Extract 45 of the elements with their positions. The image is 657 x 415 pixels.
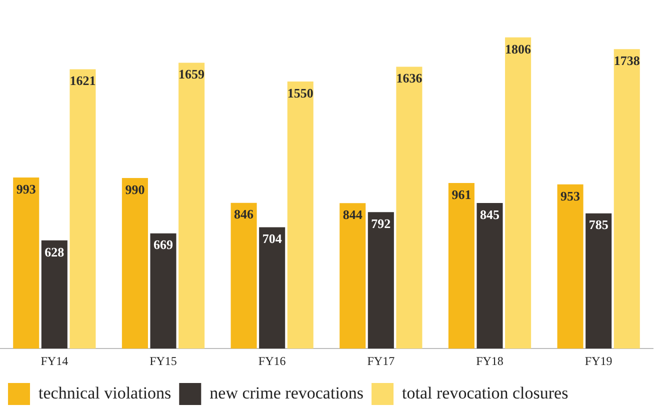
- bar: [557, 184, 584, 349]
- bar: [368, 212, 394, 349]
- x-tick-label: FY16: [258, 354, 286, 368]
- data-label: 1550: [287, 85, 314, 100]
- bar: [287, 82, 314, 349]
- data-label: 961: [452, 186, 472, 202]
- data-label: 1659: [178, 66, 206, 82]
- bar: [396, 66, 422, 349]
- data-label: 628: [44, 244, 65, 260]
- legend-label: technical violations: [38, 383, 172, 402]
- legend-label: total revocation closures: [402, 383, 568, 402]
- legend-label: new crime revocations: [210, 383, 364, 402]
- bar: [448, 183, 474, 349]
- bar: [586, 213, 612, 349]
- x-tick-label: FY15: [150, 354, 177, 368]
- bar: [614, 49, 640, 349]
- data-label: 845: [480, 206, 500, 222]
- bar: [230, 202, 257, 349]
- data-label: 704: [262, 231, 282, 246]
- bar: [70, 69, 96, 349]
- data-label: 792: [371, 216, 391, 231]
- data-label: 993: [16, 181, 36, 196]
- data-label: 669: [154, 237, 174, 252]
- data-label: 953: [560, 188, 581, 204]
- bar: [41, 240, 68, 349]
- data-label: 1806: [505, 41, 532, 56]
- data-label: 1738: [614, 53, 640, 68]
- x-tick-label: FY14: [40, 354, 68, 368]
- x-tick-label: FY18: [476, 354, 504, 368]
- bar: [150, 233, 176, 349]
- bar: [122, 178, 148, 349]
- bar: [13, 178, 40, 349]
- data-label: 990: [125, 182, 145, 197]
- bar: [178, 62, 205, 349]
- bar: [340, 203, 366, 349]
- data-label: 785: [588, 217, 609, 232]
- data-label: 844: [342, 207, 363, 222]
- data-label: 1636: [396, 70, 423, 86]
- x-tick-label: FY17: [367, 354, 395, 368]
- bar: [476, 203, 503, 349]
- data-label: 846: [234, 206, 254, 222]
- data-label: 1621: [70, 73, 96, 88]
- x-tick-label: FY19: [584, 354, 612, 368]
- bar: [505, 37, 532, 349]
- bar: [259, 227, 286, 349]
